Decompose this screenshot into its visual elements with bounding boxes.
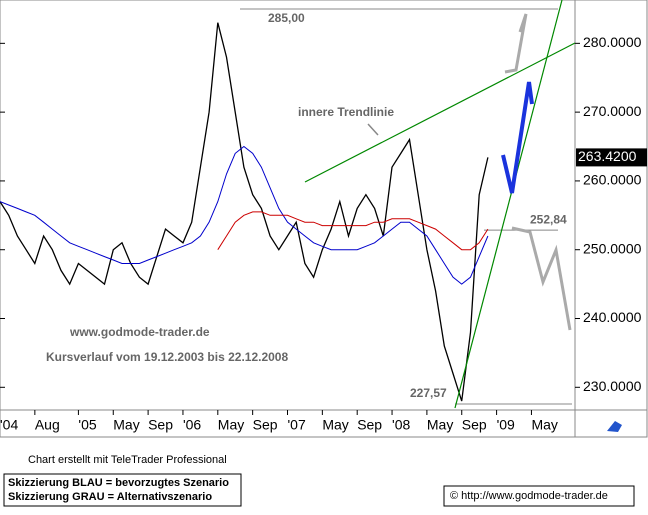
plot-layer xyxy=(0,8,572,405)
trendline-label: innere Trendlinie xyxy=(298,105,394,119)
copyright: © http://www.godmode-trader.de xyxy=(450,490,608,502)
grey-scenario-up xyxy=(504,13,528,74)
x-tick-label: '04 xyxy=(0,417,18,433)
x-tick-label: Sep xyxy=(253,417,278,433)
plot-area xyxy=(0,0,576,411)
right-axis-panel xyxy=(574,0,648,438)
level-label: 227,57 xyxy=(410,386,447,400)
trendline xyxy=(454,0,563,409)
x-tick-label: May xyxy=(113,417,139,433)
legend-text: Skizzierung BLAU = bevorzugtes Szenario xyxy=(8,477,229,489)
x-tick-label: May xyxy=(427,417,453,433)
tool-icon[interactable] xyxy=(607,421,622,432)
x-tick-label: '08 xyxy=(392,417,410,433)
x-tick-label: Sep xyxy=(357,417,382,433)
x-tick-label: May xyxy=(218,417,244,433)
series-line xyxy=(0,22,489,402)
y-tick-label: 250.0000 xyxy=(583,240,642,256)
series-line xyxy=(0,145,489,285)
series-line xyxy=(217,211,489,251)
y-tick-label: 260.0000 xyxy=(583,172,642,188)
period: Kursverlauf vom 19.12.2003 bis 22.12.200… xyxy=(46,350,288,364)
copyright-box xyxy=(443,485,635,507)
blue-scenario xyxy=(501,81,534,194)
level-label: 252,84 xyxy=(530,212,567,226)
legend-text: Skizzierung GRAU = Alternativszenario xyxy=(8,491,212,503)
x-tick-label: Aug xyxy=(35,417,60,433)
credit: Chart erstellt mit TeleTrader Profession… xyxy=(28,454,227,466)
x-tick-label: May xyxy=(531,417,557,433)
website: www.godmode-trader.de xyxy=(69,325,210,339)
y-tick-label: 280.0000 xyxy=(583,34,642,50)
legend-box xyxy=(3,473,242,507)
level-label: 285,00 xyxy=(268,11,305,25)
last-price-box xyxy=(576,148,647,167)
y-tick-label: 270.0000 xyxy=(583,103,642,119)
x-tick-label: '09 xyxy=(497,417,515,433)
x-tick-label: '06 xyxy=(183,417,201,433)
grey-scenario-down xyxy=(511,226,572,331)
pointer-arrow xyxy=(367,123,379,136)
trendline xyxy=(304,42,576,183)
x-tick-label: '07 xyxy=(288,417,306,433)
x-tick-label: '05 xyxy=(78,417,96,433)
last-price-label: 263.4200 xyxy=(578,148,637,164)
tool-box[interactable] xyxy=(574,409,648,438)
x-tick-label: May xyxy=(322,417,348,433)
y-tick-label: 240.0000 xyxy=(583,309,642,325)
x-tick-label: Sep xyxy=(462,417,487,433)
x-tick-label: Sep xyxy=(148,417,173,433)
y-tick-label: 230.0000 xyxy=(583,378,642,394)
